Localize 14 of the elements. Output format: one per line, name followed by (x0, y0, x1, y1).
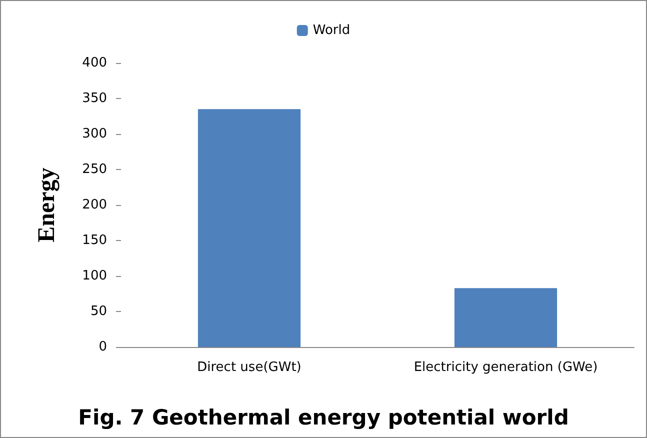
y-tick-label: 300 (82, 126, 107, 142)
y-tick-label: 400 (82, 56, 107, 70)
y-tick-label: 150 (82, 233, 107, 248)
text: Fig. 7 Geothermal energy potential world (78, 406, 569, 430)
y-tick-label: 0 (98, 340, 107, 354)
y-axis-title: Energy (34, 168, 60, 242)
y-tick-label: 350 (82, 91, 107, 106)
y-tick-label: 200 (82, 198, 107, 212)
legend-label: World (312, 23, 350, 38)
y-tick-label: 100 (82, 268, 107, 284)
y-tick-label: 250 (82, 162, 107, 177)
x-tick-label: Electricity generation (GWe) (414, 360, 598, 375)
x-tick-label: Direct use(GWt) (197, 360, 302, 375)
y-tick-label: 50 (90, 304, 107, 319)
